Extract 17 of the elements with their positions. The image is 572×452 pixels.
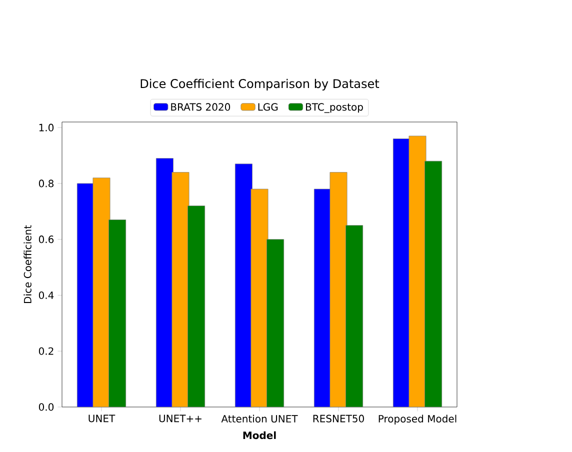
legend-label: BTC_postop xyxy=(306,103,363,113)
chart-title: Dice Coefficient Comparison by Dataset xyxy=(140,78,380,90)
x-axis-title: Model xyxy=(243,431,276,440)
legend-label: BRATS 2020 xyxy=(171,103,230,111)
y-tick-label: 0.2 xyxy=(38,347,54,355)
y-tick-label: 0.4 xyxy=(38,291,54,300)
legend-label: LGG xyxy=(258,103,278,111)
y-tick-label: 0.8 xyxy=(38,180,54,188)
x-tick-label: UNET++ xyxy=(159,414,202,422)
x-tick-label: Proposed Model xyxy=(378,414,456,424)
y-axis-title: Dice Coefficient xyxy=(24,225,32,303)
x-tick-label: Attention UNET xyxy=(221,414,298,423)
x-tick-label: RESNET50 xyxy=(313,414,364,422)
y-tick-label: 0.0 xyxy=(38,403,54,411)
y-tick-label: 0.6 xyxy=(38,236,54,244)
x-tick-label: UNET xyxy=(88,414,116,422)
y-tick-label: 1.0 xyxy=(39,124,54,132)
